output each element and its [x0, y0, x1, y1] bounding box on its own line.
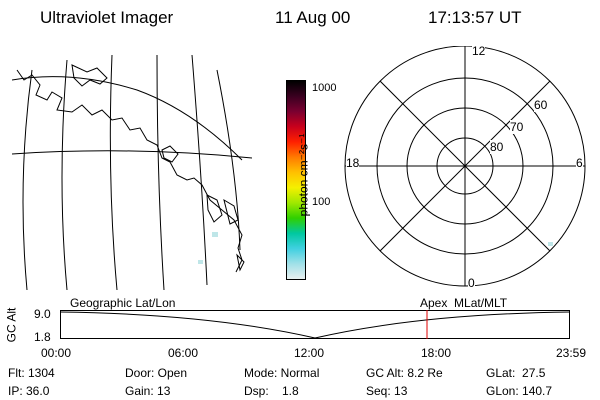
emission-patch	[548, 242, 553, 246]
timeline-x-tick-4: 23:59	[556, 346, 587, 360]
colorbar	[286, 80, 306, 280]
meridian-line	[216, 69, 241, 251]
colorbar-tick-1000: 1000	[312, 82, 337, 94]
mlt-label-18: 18	[346, 156, 360, 170]
colorbar-tick-100: 100	[312, 196, 331, 208]
altitude-timeline	[60, 310, 570, 339]
coastline	[16, 69, 243, 273]
apex-label: Apex MLat/MLT	[420, 296, 508, 310]
ip-info: IP: 36.0	[8, 384, 50, 398]
geographic-map	[12, 54, 252, 290]
gc-alt-info: GC Alt: 8.2 Re	[366, 366, 443, 380]
meridian-line	[156, 54, 165, 290]
timeline-y-tick-top: 9.0	[34, 307, 51, 321]
flight-info: Flt: 1304	[8, 366, 55, 380]
emission-patch	[198, 260, 203, 264]
timeline-x-tick-0: 00:00	[41, 346, 72, 360]
meridian-line	[109, 54, 118, 290]
glat-info: GLat: 27.5	[486, 366, 546, 380]
coastline	[206, 194, 223, 223]
date-label: 11 Aug 00	[275, 8, 351, 27]
coastline	[71, 64, 108, 87]
altitude-curve	[60, 311, 570, 339]
instrument-title: Ultraviolet Imager	[40, 8, 174, 27]
colorbar-wrap	[286, 80, 306, 280]
glon-info: GLon: 140.7	[486, 384, 553, 398]
mlt-label-12: 12	[472, 44, 486, 58]
mlat-label-80: 80	[490, 140, 504, 154]
gain-info: Gain: 13	[125, 384, 171, 398]
mlt-diagonal	[379, 80, 551, 252]
timeline-x-tick-3: 18:00	[421, 346, 452, 360]
mlt-label-0: 0	[468, 276, 475, 290]
geographic-label: Geographic Lat/Lon	[70, 296, 176, 310]
time-label: 17:13:57 UT	[428, 8, 522, 27]
timeline-x-tick-1: 06:00	[168, 346, 199, 360]
meridian-line	[22, 69, 33, 290]
meridian-line	[61, 59, 68, 290]
polar-plot	[344, 46, 586, 287]
meridian-line	[191, 54, 208, 286]
coastline	[161, 145, 179, 163]
timeline-y-title: GC Alt	[4, 307, 19, 343]
parallel-line	[12, 150, 252, 159]
mlat-label-70: 70	[510, 120, 524, 134]
door-info: Door: Open	[125, 366, 188, 380]
mlat-label-60: 60	[534, 98, 548, 112]
colorbar-unit-label: photon cm⁻²s⁻¹	[296, 133, 311, 217]
coastline	[236, 253, 245, 272]
dsp-info: Dsp: 1.8	[244, 384, 299, 398]
coastline	[223, 198, 239, 225]
timeline-y-tick-bottom: 1.8	[34, 330, 51, 344]
mlt-label-6: 6	[576, 156, 583, 170]
emission-patch	[212, 232, 218, 237]
seq-info: Seq: 13	[366, 384, 408, 398]
mode-info: Mode: Normal	[244, 366, 320, 380]
parallel-line	[12, 76, 243, 161]
timeline-x-tick-2: 12:00	[294, 346, 325, 360]
